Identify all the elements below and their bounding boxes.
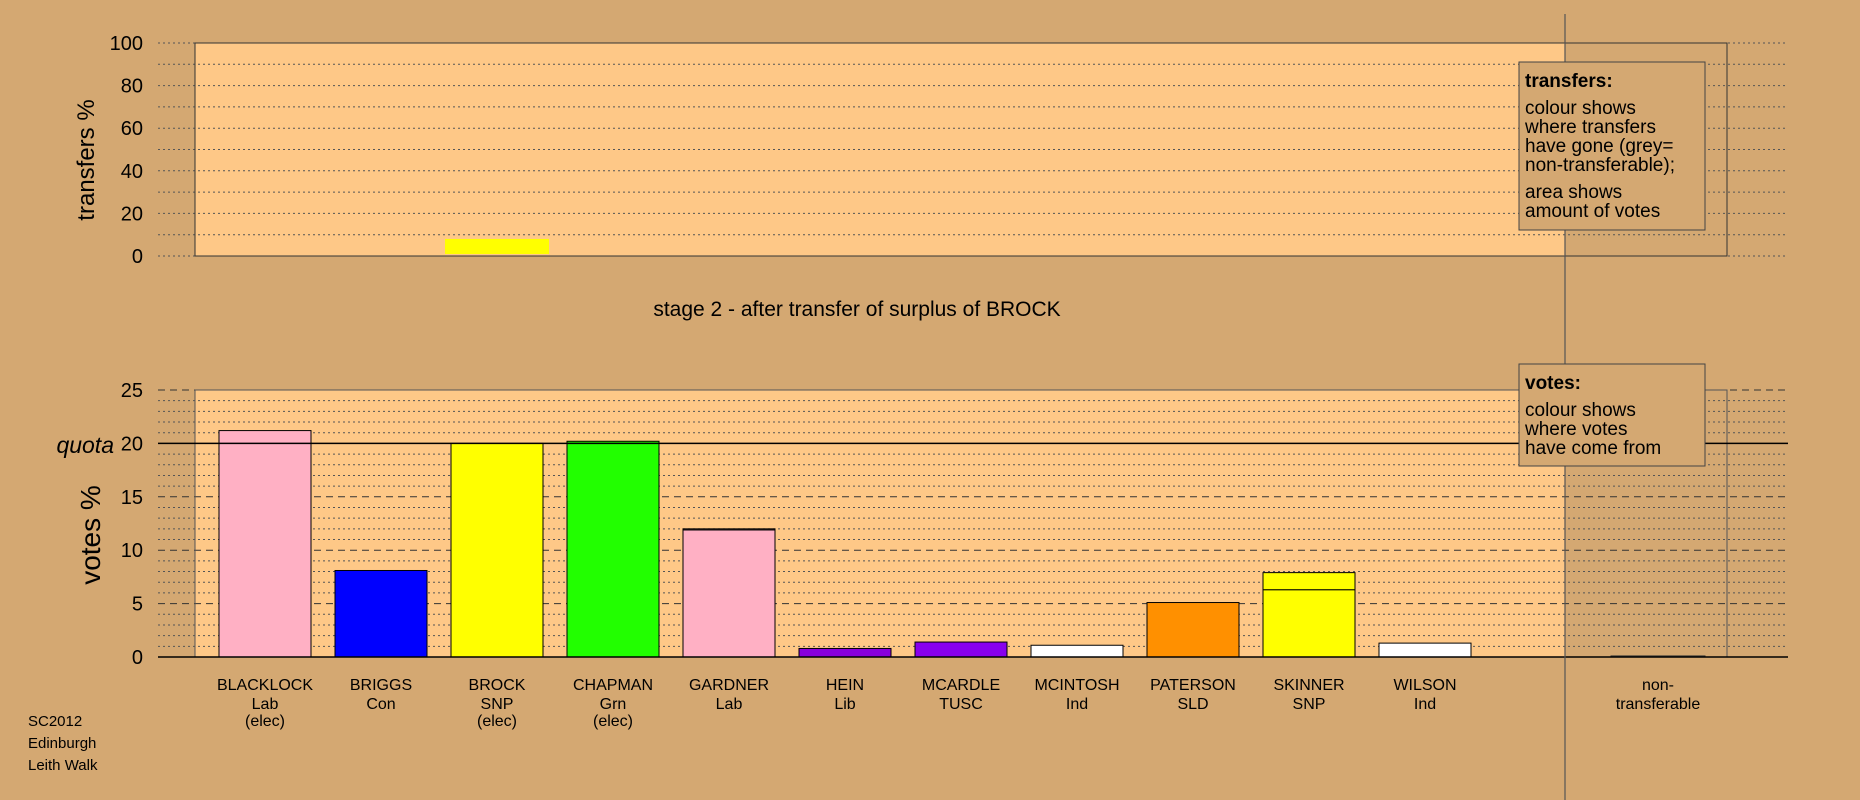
transfers-legend-line: colour shows — [1525, 98, 1636, 119]
candidate-name-label: BLACKLOCK — [217, 677, 313, 694]
stage-title: stage 2 - after transfer of surplus of B… — [653, 298, 1060, 321]
candidate-party-label: SNP — [1293, 696, 1326, 713]
candidate-name-label: CHAPMAN — [573, 677, 653, 694]
candidate-status-label: (elec) — [477, 713, 517, 730]
candidate-party-label: SNP — [481, 696, 514, 713]
votes-y-tick-label: 5 — [132, 594, 143, 616]
candidate-name-label: BROCK — [469, 677, 526, 694]
transfers-legend-line: where transfers — [1524, 117, 1656, 138]
candidate-party-label: Lab — [252, 696, 279, 713]
candidate-party-label: TUSC — [939, 696, 983, 713]
candidate-party-label: Ind — [1066, 696, 1088, 713]
vote-bar-briggs — [334, 569, 428, 658]
candidate-status-label: (elec) — [245, 713, 285, 730]
candidate-party-label: Con — [366, 696, 395, 713]
votes-y-tick-label: 20 — [121, 433, 143, 455]
transfers-y-tick-label: 0 — [132, 246, 143, 268]
vote-bar-blacklock — [218, 430, 312, 658]
votes-y-tick-label: 25 — [121, 380, 143, 402]
votes-legend-line: colour shows — [1525, 400, 1636, 421]
transfers-plot-frame — [194, 42, 1728, 257]
candidate-name-label: MCARDLE — [922, 677, 1000, 694]
candidate-name-label: SKINNER — [1273, 677, 1344, 694]
vote-bar-chapman — [566, 440, 660, 658]
candidate-party-label: Ind — [1414, 696, 1436, 713]
footer-line-3: Leith Walk — [28, 757, 98, 774]
nontransferable-label-line-1: non- — [1642, 677, 1674, 694]
vote-bar-gardner — [682, 529, 776, 658]
transfers-legend-box — [1518, 61, 1706, 231]
candidate-name-label: GARDNER — [689, 677, 769, 694]
footer-line-2: Edinburgh — [28, 735, 96, 752]
transfers-legend-line: have gone (grey= — [1525, 136, 1673, 157]
vote-bar-transfer-skinner — [1262, 572, 1356, 591]
transfers-legend-line: area shows — [1525, 182, 1622, 203]
nontransferable-label-line-2: transferable — [1616, 696, 1701, 713]
vote-bar-wilson — [1378, 642, 1472, 658]
candidate-name-label: HEIN — [826, 677, 864, 694]
votes-legend-line: have come from — [1525, 438, 1661, 459]
candidate-party-label: Lib — [834, 696, 855, 713]
candidate-name-label: BRIGGS — [350, 677, 412, 694]
vote-bar-mcardle — [914, 641, 1008, 658]
votes-y-tick-label: 0 — [132, 647, 143, 669]
vote-bar-skinner — [1262, 589, 1356, 658]
transfer-bar-brock — [445, 238, 549, 254]
votes-legend-box — [1518, 363, 1706, 467]
vote-bar-paterson — [1146, 602, 1240, 658]
vote-bar-hein — [798, 647, 892, 658]
votes-legend-line: where votes — [1524, 419, 1627, 440]
quota-label: quota — [56, 432, 114, 458]
candidate-party-label: Grn — [600, 696, 627, 713]
votes-legend-title: votes: — [1525, 373, 1581, 394]
candidate-name-label: WILSON — [1393, 677, 1456, 694]
transfers-y-tick-label: 100 — [110, 33, 143, 55]
votes-y-tick-label: 15 — [121, 487, 143, 509]
vote-bar-mcintosh — [1030, 644, 1124, 658]
transfers-y-tick-label: 60 — [121, 118, 143, 140]
footer-line-1: SC2012 — [28, 713, 82, 730]
votes-y-tick-label: 10 — [121, 540, 143, 562]
transfers-legend-title: transfers: — [1525, 71, 1613, 92]
transfers-legend-line: non-transferable); — [1525, 155, 1675, 176]
transfers-legend-line: amount of votes — [1525, 201, 1660, 222]
candidate-name-label: MCINTOSH — [1034, 677, 1119, 694]
transfers-y-tick-label: 20 — [121, 203, 143, 225]
vote-bar-transfer-gardner — [682, 528, 776, 531]
transfers-y-tick-label: 40 — [121, 161, 143, 183]
votes-y-axis-label: votes % — [75, 485, 106, 585]
candidate-party-label: Lab — [716, 696, 743, 713]
candidate-status-label: (elec) — [593, 713, 633, 730]
vote-bar-brock — [450, 442, 544, 658]
transfers-y-tick-label: 80 — [121, 76, 143, 98]
transfers-y-axis-label: transfers % — [73, 99, 100, 220]
candidate-name-label: PATERSON — [1150, 677, 1236, 694]
candidate-party-label: SLD — [1177, 696, 1208, 713]
